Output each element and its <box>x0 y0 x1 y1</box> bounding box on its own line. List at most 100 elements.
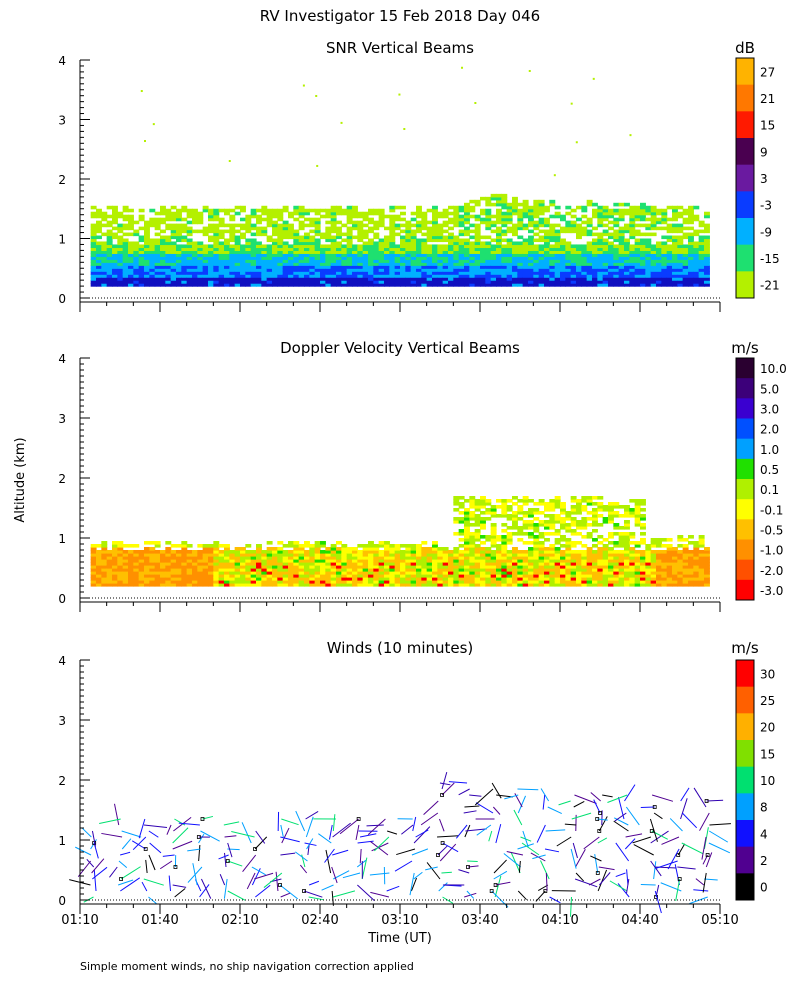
snr-cell <box>229 244 235 248</box>
doppler-cell <box>320 541 326 545</box>
colorbar-swatch <box>736 519 754 540</box>
doppler-cell <box>480 541 486 545</box>
doppler-cell <box>635 550 641 554</box>
doppler-cell <box>555 547 561 551</box>
doppler-cell <box>592 550 598 554</box>
snr-cell <box>187 239 193 243</box>
doppler-cell <box>677 535 683 539</box>
wind-barb <box>442 772 447 789</box>
snr-cell <box>203 206 209 210</box>
snr-cell <box>293 230 299 234</box>
doppler-cell <box>245 550 251 554</box>
snr-cell <box>384 215 390 219</box>
wind-barb <box>225 853 226 867</box>
doppler-cell <box>544 514 550 518</box>
doppler-cell <box>256 544 262 548</box>
doppler-cell <box>565 538 571 542</box>
snr-cell <box>288 224 294 228</box>
snr-cell <box>176 244 182 248</box>
snr-cell <box>192 230 198 234</box>
snr-cell <box>661 241 667 245</box>
snr-cell <box>261 227 267 231</box>
doppler-cell <box>155 550 161 554</box>
snr-cell <box>523 224 529 228</box>
doppler-cell <box>507 532 513 536</box>
snr-cell <box>485 236 491 240</box>
doppler-cell <box>181 541 187 545</box>
snr-cell <box>341 224 347 228</box>
wind-barb <box>326 850 331 873</box>
doppler-cell <box>496 535 502 539</box>
wind-barb <box>493 807 500 814</box>
snr-cell <box>277 224 283 228</box>
snr-cell <box>153 123 155 125</box>
wind-barb <box>255 885 270 897</box>
doppler-cell <box>149 541 155 545</box>
doppler-cell <box>613 523 619 527</box>
doppler-cell <box>587 523 593 527</box>
snr-cell <box>491 203 497 207</box>
wind-barb <box>575 849 585 867</box>
snr-cell <box>475 224 481 228</box>
snr-cell <box>667 224 673 228</box>
snr-cell <box>299 236 305 240</box>
doppler-cell <box>219 550 225 554</box>
doppler-cell <box>597 535 603 539</box>
snr-cell <box>640 233 646 237</box>
doppler-cell <box>475 529 481 533</box>
snr-cell <box>608 233 614 237</box>
doppler-cell <box>389 544 395 548</box>
doppler-cell <box>528 547 534 551</box>
snr-cell <box>651 244 657 248</box>
doppler-cell <box>603 544 609 548</box>
doppler-cell <box>597 523 603 527</box>
snr-cell <box>341 209 347 213</box>
wind-barb <box>489 831 492 841</box>
snr-cell <box>507 239 513 243</box>
doppler-cell <box>683 544 689 548</box>
snr-cell <box>437 212 443 216</box>
doppler-cell <box>549 499 555 503</box>
doppler-cell <box>688 535 694 539</box>
snr-cell <box>352 206 358 210</box>
doppler-cell <box>523 520 529 524</box>
wind-barb <box>122 831 141 837</box>
snr-cell <box>427 244 433 248</box>
snr-cell <box>155 233 161 237</box>
snr-cell <box>501 244 507 248</box>
doppler-cell <box>357 550 363 554</box>
colorbar-swatch <box>736 138 754 165</box>
snr-cell <box>347 227 353 231</box>
doppler-cell <box>459 529 465 533</box>
wind-barb <box>356 825 359 840</box>
snr-cell <box>539 244 545 248</box>
snr-cell <box>389 206 395 210</box>
snr-cell <box>299 206 305 210</box>
wind-barb <box>306 811 319 819</box>
doppler-cell <box>688 550 694 554</box>
wind-barb <box>173 885 186 887</box>
doppler-cell <box>331 544 337 548</box>
doppler-cell <box>571 517 577 521</box>
snr-cell <box>453 206 459 210</box>
snr-cell <box>240 244 246 248</box>
snr-cell <box>336 227 342 231</box>
colorbar-swatch <box>736 58 754 85</box>
colorbar-label: 3.0 <box>760 402 779 416</box>
wind-barb <box>187 849 201 851</box>
wind-barb <box>306 817 313 837</box>
snr-cell <box>427 221 433 225</box>
doppler-cell <box>581 535 587 539</box>
doppler-cell <box>128 544 134 548</box>
snr-cell <box>336 221 342 225</box>
snr-cell <box>256 209 262 213</box>
y-tick-label: 1 <box>58 233 66 247</box>
doppler-cell <box>560 502 566 506</box>
snr-cell <box>597 233 603 237</box>
wind-barb <box>439 883 448 891</box>
doppler-cell <box>485 508 491 512</box>
doppler-cell <box>411 544 417 548</box>
doppler-cell <box>480 517 486 521</box>
y-tick-label: 2 <box>58 472 66 486</box>
snr-cell <box>592 233 598 237</box>
